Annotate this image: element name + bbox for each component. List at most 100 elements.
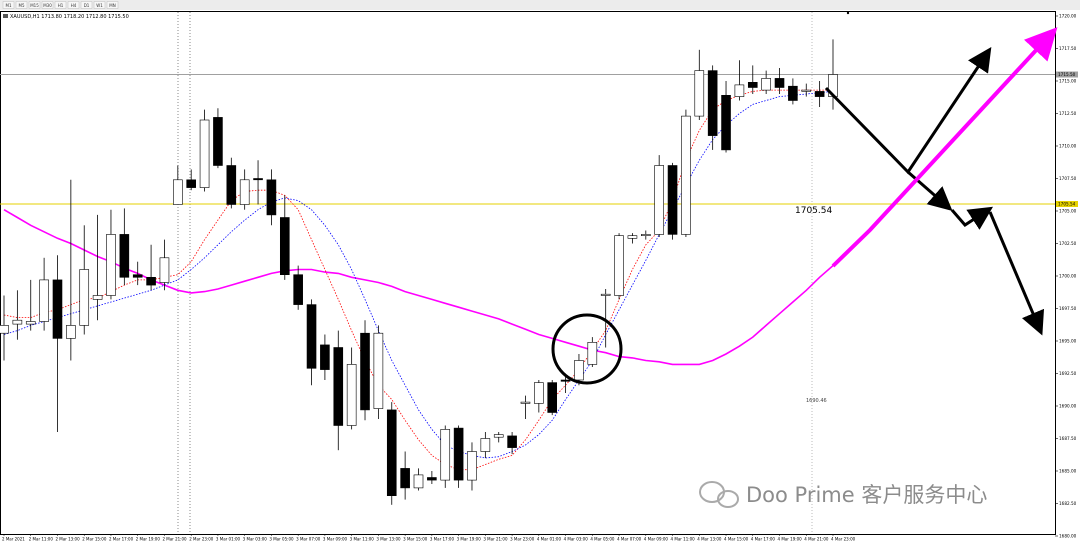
candle-body bbox=[119, 234, 130, 278]
candle-body bbox=[520, 401, 531, 404]
candle-body bbox=[747, 82, 758, 88]
moving-average bbox=[3, 91, 834, 459]
candle-body bbox=[761, 78, 771, 91]
candle-body bbox=[333, 347, 344, 426]
candle-body bbox=[199, 119, 210, 188]
candle-body bbox=[132, 274, 143, 278]
candle-body bbox=[440, 429, 451, 481]
y-tick-label: 1692.50 bbox=[1059, 371, 1077, 376]
toolbar-button-label[interactable]: MN bbox=[109, 3, 115, 8]
x-tick-label: 2 Mar 13:00 bbox=[55, 537, 80, 542]
y-tick-label: 1715.00 bbox=[1059, 79, 1077, 84]
toolbar-button-label[interactable]: M15 bbox=[30, 3, 39, 8]
candle-body bbox=[92, 295, 103, 300]
y-tick-label: 1685.00 bbox=[1059, 469, 1077, 474]
y-tick-label: 1717.50 bbox=[1059, 46, 1077, 51]
candle-body bbox=[293, 274, 303, 305]
candle-body bbox=[467, 451, 477, 481]
arrow bbox=[907, 170, 953, 211]
candle-body bbox=[641, 234, 651, 236]
arrow bbox=[950, 206, 994, 230]
y-tick-label: 1680.00 bbox=[1059, 534, 1077, 539]
candle-body bbox=[0, 325, 9, 334]
toolbar-button[interactable] bbox=[15, 1, 28, 9]
highlight-circle bbox=[551, 313, 623, 385]
y-tick-label: 1695.00 bbox=[1059, 339, 1077, 344]
candle-body bbox=[279, 217, 290, 276]
toolbar-button[interactable] bbox=[2, 1, 15, 9]
x-tick-label: 4 Mar 11:00 bbox=[671, 537, 696, 542]
x-tick-label: 3 Mar 23:00 bbox=[510, 537, 535, 542]
candle-body bbox=[721, 95, 731, 151]
candle-body bbox=[600, 293, 611, 296]
y-tick-label: 1690.00 bbox=[1059, 404, 1077, 409]
candle-body bbox=[681, 115, 691, 235]
watermark: Doo Prime 客户服务中心 bbox=[746, 483, 987, 507]
symbol-icon bbox=[3, 14, 8, 18]
x-tick-label: 3 Mar 21:00 bbox=[483, 537, 508, 542]
price-label: 1715.50 bbox=[1058, 72, 1076, 77]
candle-body bbox=[66, 325, 76, 339]
candle-body bbox=[186, 179, 196, 188]
x-tick-label: 2 Mar 17:00 bbox=[109, 537, 134, 542]
candle-body bbox=[253, 178, 263, 181]
candle-body bbox=[320, 344, 330, 370]
x-tick-label: 4 Mar 17:00 bbox=[751, 537, 776, 542]
candle-body bbox=[627, 235, 638, 239]
toolbar-button[interactable] bbox=[93, 1, 106, 9]
x-tick-label: 2 Mar 15:00 bbox=[82, 537, 107, 542]
y-tick-label: 1710.00 bbox=[1059, 144, 1077, 149]
candle-body bbox=[173, 179, 183, 205]
watermark-icon bbox=[699, 481, 725, 503]
toolbar-button-label[interactable]: M5 bbox=[19, 3, 25, 8]
watermark-icon bbox=[717, 490, 739, 508]
x-tick-label: 3 Mar 05:00 bbox=[269, 537, 294, 542]
candle-body bbox=[614, 235, 624, 296]
toolbar-button-label[interactable]: H1 bbox=[58, 3, 64, 8]
x-tick-label: 3 Mar 09:00 bbox=[323, 537, 348, 542]
y-tick-label: 1687.50 bbox=[1059, 436, 1077, 441]
candle-body bbox=[79, 269, 90, 326]
candle-body bbox=[788, 85, 798, 101]
toolbar-button[interactable] bbox=[106, 1, 119, 9]
marker-dot bbox=[846, 11, 850, 15]
x-tick-label: 4 Mar 21:00 bbox=[804, 537, 829, 542]
x-tick-label: 2 Mar 2021 bbox=[2, 537, 25, 542]
candle-body bbox=[306, 304, 317, 369]
x-tick-label: 4 Mar 13:00 bbox=[697, 537, 722, 542]
candle-body bbox=[266, 179, 277, 216]
toolbar-button[interactable] bbox=[80, 1, 93, 9]
x-tick-label: 3 Mar 07:00 bbox=[296, 537, 321, 542]
candle-body bbox=[814, 91, 825, 97]
toolbar-button[interactable] bbox=[54, 1, 67, 9]
toolbar-button-label[interactable]: M30 bbox=[43, 3, 52, 8]
x-tick-label: 4 Mar 23:00 bbox=[831, 537, 856, 542]
toolbar-button[interactable] bbox=[67, 1, 80, 9]
candle-body bbox=[654, 165, 664, 235]
candle-body bbox=[226, 165, 237, 205]
x-tick-label: 4 Mar 07:00 bbox=[617, 537, 642, 542]
candle-body bbox=[360, 332, 370, 411]
x-tick-label: 3 Mar 03:00 bbox=[243, 537, 268, 542]
price-label-box bbox=[1056, 200, 1078, 207]
toolbar-button-label[interactable]: M1 bbox=[6, 3, 12, 8]
x-tick-label: 3 Mar 11:00 bbox=[350, 537, 375, 542]
toolbar-button[interactable] bbox=[41, 1, 54, 9]
toolbar-button-label[interactable]: W1 bbox=[96, 3, 103, 8]
plot-frame bbox=[0, 11, 1056, 535]
price-label-box bbox=[1056, 71, 1078, 78]
y-tick-label: 1712.50 bbox=[1059, 111, 1077, 116]
y-tick-label: 1707.50 bbox=[1059, 176, 1077, 181]
candle-body bbox=[667, 165, 678, 235]
annotation: 1690.46 bbox=[806, 398, 827, 404]
x-tick-label: 2 Mar 19:00 bbox=[136, 537, 161, 542]
toolbar-button-label[interactable]: H4 bbox=[71, 3, 77, 8]
x-tick-label: 3 Mar 15:00 bbox=[403, 537, 428, 542]
toolbar-buttons: M1 M5 M15 M30 H1 H4 D1 W1 MN bbox=[2, 1, 119, 9]
toolbar-button-label[interactable]: D1 bbox=[84, 3, 90, 8]
toolbar-button[interactable] bbox=[28, 1, 41, 9]
x-tick-label: 3 Mar 13:00 bbox=[376, 537, 401, 542]
x-tick-label: 4 Mar 05:00 bbox=[590, 537, 615, 542]
